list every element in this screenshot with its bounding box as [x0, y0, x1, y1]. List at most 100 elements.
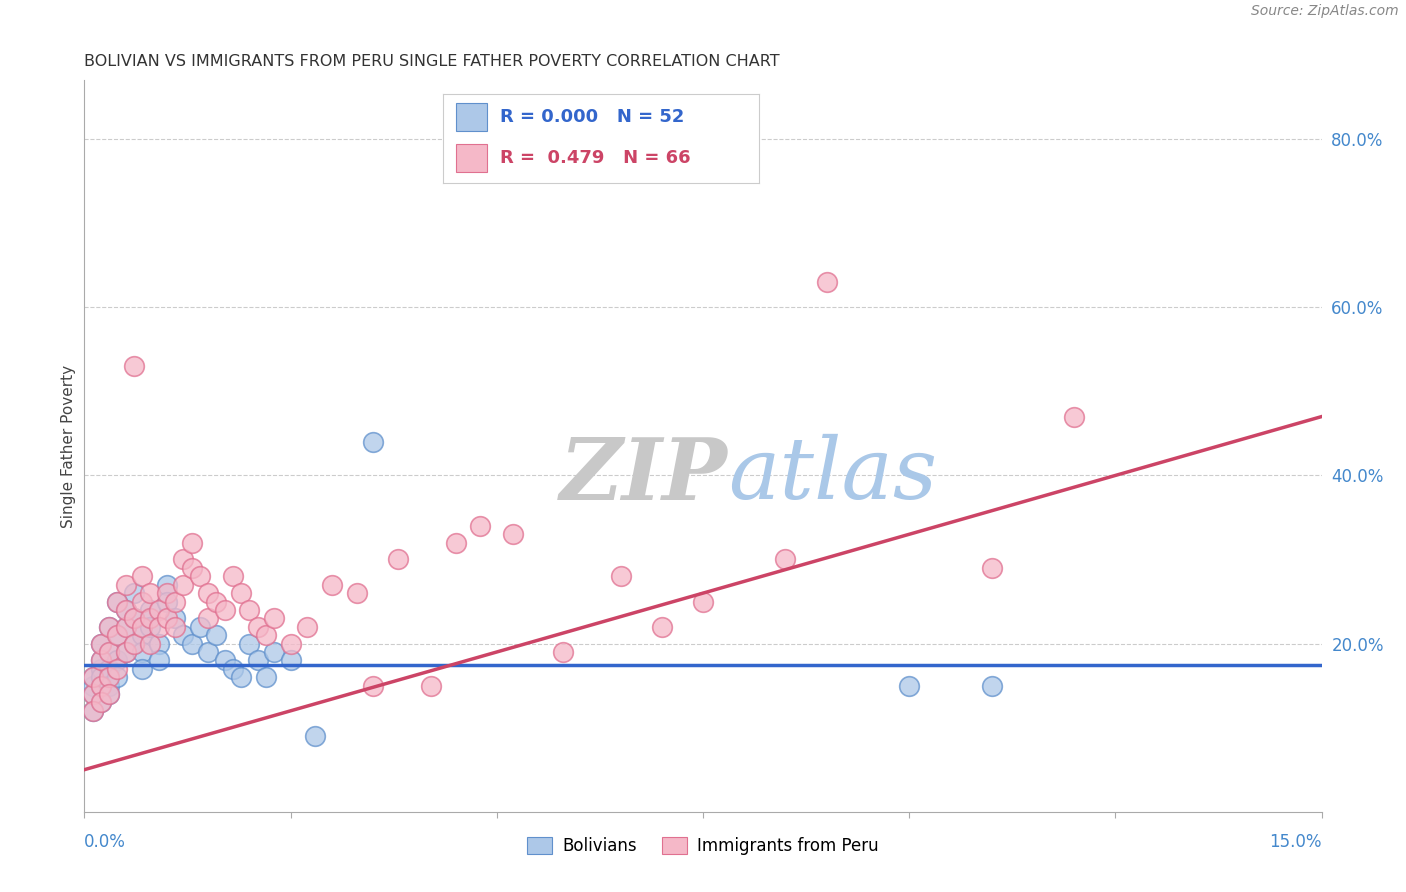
Bar — [456, 103, 486, 131]
Point — [444, 535, 467, 549]
Point — [815, 275, 838, 289]
Text: ZIP: ZIP — [560, 434, 728, 517]
Text: 0.0%: 0.0% — [84, 833, 127, 851]
Point — [165, 611, 187, 625]
Point — [304, 729, 326, 743]
Point — [254, 670, 277, 684]
Point — [156, 594, 179, 608]
Point — [775, 552, 797, 566]
Point — [82, 704, 104, 718]
Point — [90, 653, 112, 667]
Point — [98, 679, 121, 693]
Text: atlas: atlas — [728, 434, 936, 516]
Point — [222, 662, 245, 676]
Point — [222, 569, 245, 583]
Point — [156, 578, 179, 592]
Point — [280, 653, 302, 667]
Point — [188, 620, 211, 634]
Point — [172, 628, 194, 642]
Point — [131, 662, 153, 676]
Point — [470, 519, 492, 533]
Point — [263, 645, 285, 659]
Point — [295, 620, 318, 634]
Point — [214, 603, 236, 617]
Point — [122, 611, 145, 625]
Point — [82, 679, 104, 693]
Text: BOLIVIAN VS IMMIGRANTS FROM PERU SINGLE FATHER POVERTY CORRELATION CHART: BOLIVIAN VS IMMIGRANTS FROM PERU SINGLE … — [84, 54, 780, 70]
Point — [90, 653, 112, 667]
Point — [692, 594, 714, 608]
Point — [148, 620, 170, 634]
Point — [139, 586, 162, 600]
Point — [131, 594, 153, 608]
Point — [180, 561, 202, 575]
Point — [105, 653, 128, 667]
Point — [90, 670, 112, 684]
Legend: Bolivians, Immigrants from Peru: Bolivians, Immigrants from Peru — [520, 830, 886, 862]
Point — [131, 628, 153, 642]
Point — [980, 561, 1002, 575]
Point — [172, 578, 194, 592]
Point — [114, 603, 136, 617]
Point — [197, 611, 219, 625]
Point — [321, 578, 343, 592]
Point — [197, 586, 219, 600]
Text: 15.0%: 15.0% — [1270, 833, 1322, 851]
Point — [165, 620, 187, 634]
Point — [131, 569, 153, 583]
Point — [172, 552, 194, 566]
Point — [139, 620, 162, 634]
Point — [280, 636, 302, 650]
Point — [651, 620, 673, 634]
Point — [139, 636, 162, 650]
Point — [82, 670, 104, 684]
Point — [98, 670, 121, 684]
Point — [898, 679, 921, 693]
Point — [98, 620, 121, 634]
Point — [90, 662, 112, 676]
Point — [122, 586, 145, 600]
Point — [254, 628, 277, 642]
Point — [238, 636, 260, 650]
Text: R = 0.000   N = 52: R = 0.000 N = 52 — [501, 108, 685, 126]
Point — [114, 620, 136, 634]
Point — [387, 552, 409, 566]
Point — [90, 695, 112, 709]
Point — [419, 679, 441, 693]
Point — [980, 679, 1002, 693]
Point — [502, 527, 524, 541]
Point — [98, 645, 121, 659]
Point — [229, 670, 252, 684]
Point — [148, 653, 170, 667]
Point — [165, 594, 187, 608]
Point — [122, 611, 145, 625]
Point — [205, 628, 228, 642]
Point — [122, 636, 145, 650]
Point — [98, 620, 121, 634]
Point — [139, 603, 162, 617]
Point — [361, 434, 384, 449]
Point — [156, 586, 179, 600]
Point — [246, 620, 269, 634]
Point — [90, 636, 112, 650]
Point — [98, 687, 121, 701]
Point — [180, 636, 202, 650]
Point — [90, 679, 112, 693]
Point — [346, 586, 368, 600]
Point — [205, 594, 228, 608]
Bar — [456, 144, 486, 172]
Point — [82, 687, 104, 701]
Point — [90, 679, 112, 693]
Point — [229, 586, 252, 600]
Point — [105, 662, 128, 676]
Point — [214, 653, 236, 667]
Point — [188, 569, 211, 583]
Point — [148, 603, 170, 617]
Point — [361, 679, 384, 693]
Point — [105, 594, 128, 608]
Point — [156, 611, 179, 625]
Text: Source: ZipAtlas.com: Source: ZipAtlas.com — [1251, 4, 1399, 19]
Point — [90, 695, 112, 709]
Y-axis label: Single Father Poverty: Single Father Poverty — [60, 365, 76, 527]
Point — [114, 603, 136, 617]
